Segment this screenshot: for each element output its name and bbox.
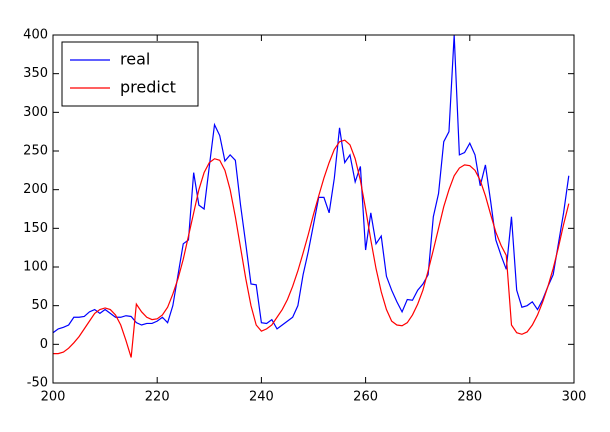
x-tick-label: 200 <box>41 390 66 405</box>
y-tick-label: 150 <box>23 221 48 236</box>
y-tick-label: 350 <box>23 66 48 81</box>
y-tick-label: 200 <box>23 182 48 197</box>
y-tick-label: 0 <box>40 337 48 352</box>
y-tick-label: 100 <box>23 260 48 275</box>
x-tick-label: 280 <box>457 390 482 405</box>
legend-label: predict <box>120 78 176 97</box>
legend-box <box>61 41 199 107</box>
y-tick-label: 300 <box>23 105 48 120</box>
y-tick-label: -50 <box>27 376 48 391</box>
y-tick-label: 400 <box>23 28 48 43</box>
y-tick-label: 250 <box>23 144 48 159</box>
series-line <box>52 34 570 334</box>
x-tick-label: 300 <box>562 390 587 405</box>
x-tick-label: 260 <box>353 390 378 405</box>
series-line <box>53 139 570 358</box>
legend-label: real <box>120 50 150 69</box>
x-tick-label: 220 <box>145 390 170 405</box>
plot-frame <box>52 34 575 384</box>
x-tick-label: 240 <box>249 390 274 405</box>
y-tick-label: 50 <box>31 298 48 313</box>
